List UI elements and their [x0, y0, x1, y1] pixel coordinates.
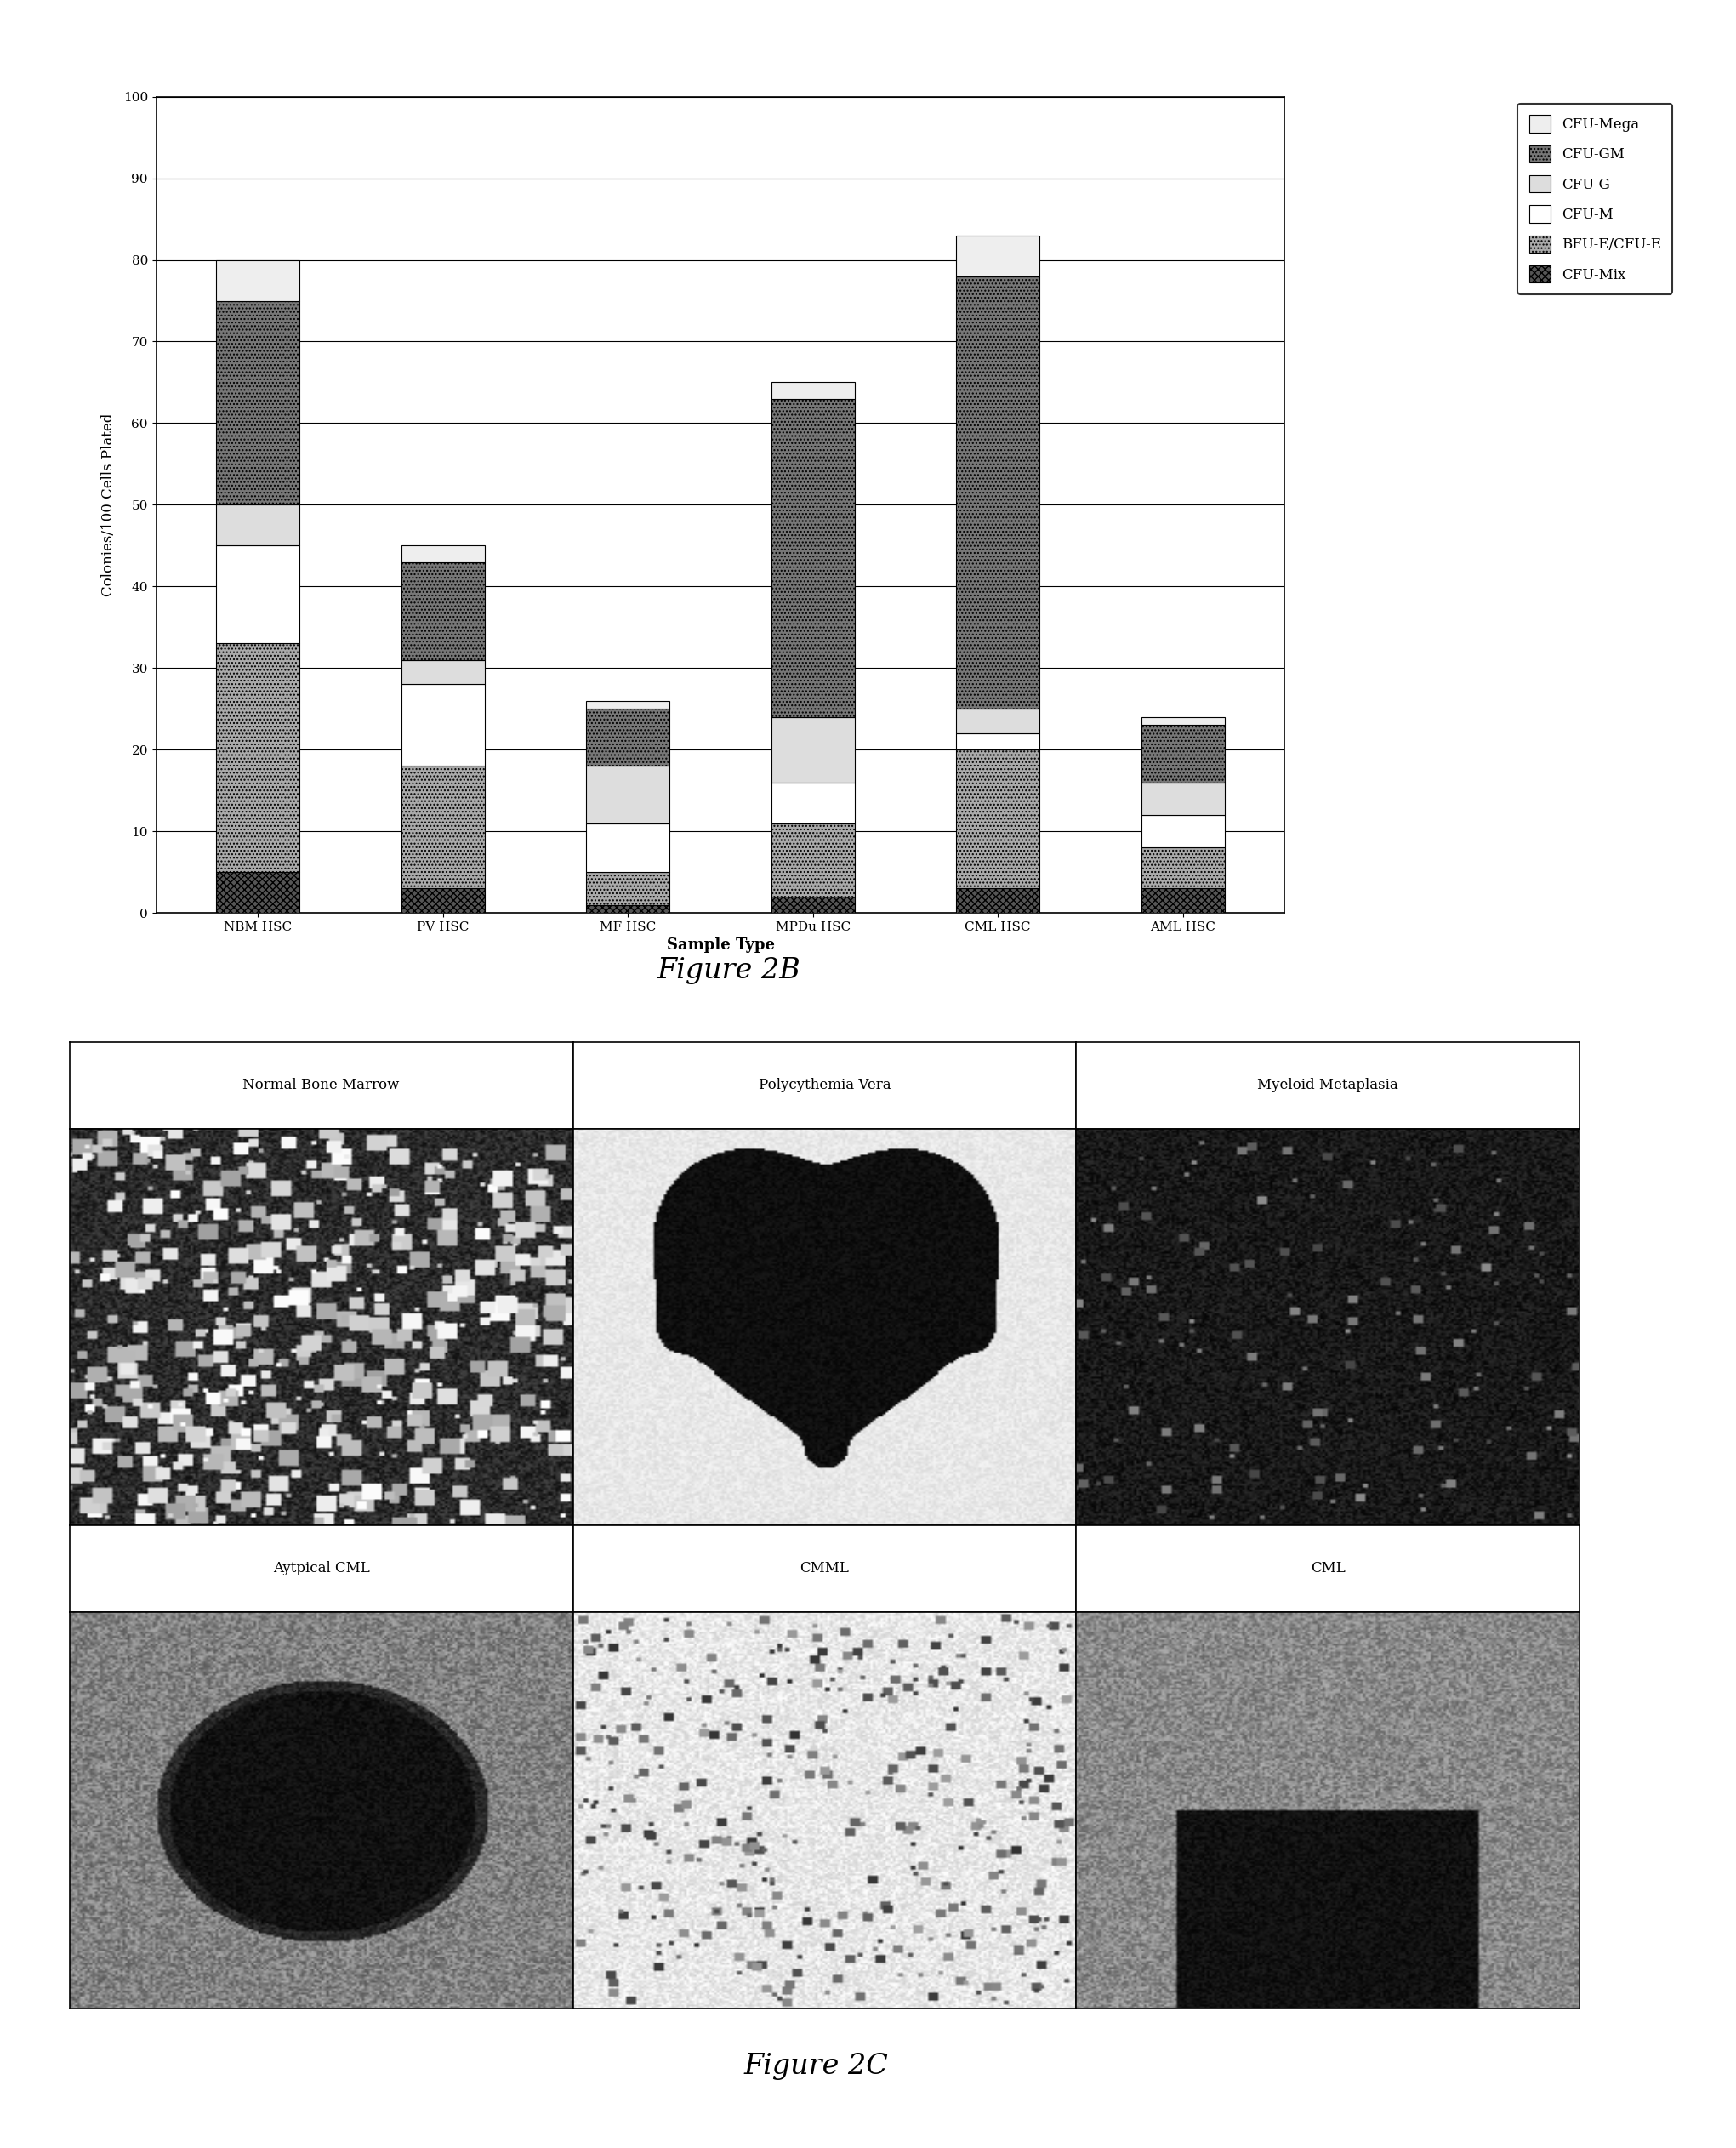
Bar	[217, 546, 300, 644]
Bar	[771, 717, 854, 782]
Bar	[771, 782, 854, 823]
Bar	[217, 505, 300, 546]
Bar	[1141, 889, 1224, 913]
Bar	[1141, 782, 1224, 814]
Bar	[401, 659, 484, 685]
Text: Aytpical CML: Aytpical CML	[273, 1562, 370, 1577]
Bar	[217, 260, 300, 301]
Text: CML: CML	[1311, 1562, 1345, 1577]
Bar	[401, 889, 484, 913]
Bar	[401, 685, 484, 767]
Bar	[957, 709, 1040, 732]
Text: Figure 2B: Figure 2B	[658, 958, 800, 984]
Bar	[217, 644, 300, 872]
Bar	[587, 709, 670, 767]
Bar	[217, 301, 300, 505]
Bar	[771, 400, 854, 717]
Text: CMML: CMML	[800, 1562, 849, 1577]
Bar	[401, 546, 484, 563]
Bar	[401, 563, 484, 659]
Bar	[771, 382, 854, 400]
Y-axis label: Colonies/100 Cells Plated: Colonies/100 Cells Plated	[101, 412, 116, 597]
Text: Figure 2C: Figure 2C	[743, 2053, 889, 2079]
Bar	[217, 872, 300, 913]
Bar	[957, 750, 1040, 889]
Bar	[957, 732, 1040, 750]
X-axis label: Sample Type: Sample Type	[667, 939, 774, 954]
Bar	[1141, 726, 1224, 782]
Bar	[957, 236, 1040, 277]
Bar	[771, 823, 854, 896]
Text: Normal Bone Marrow: Normal Bone Marrow	[243, 1078, 399, 1093]
Bar	[1141, 814, 1224, 848]
Bar	[957, 277, 1040, 709]
Bar	[587, 700, 670, 709]
Bar	[401, 767, 484, 889]
Bar	[1141, 717, 1224, 726]
Legend: CFU-Mega, CFU-GM, CFU-G, CFU-M, BFU-E/CFU-E, CFU-Mix: CFU-Mega, CFU-GM, CFU-G, CFU-M, BFU-E/CF…	[1517, 103, 1672, 294]
Bar	[771, 896, 854, 913]
Bar	[957, 889, 1040, 913]
Bar	[587, 904, 670, 913]
Text: Myeloid Metaplasia: Myeloid Metaplasia	[1257, 1078, 1399, 1093]
Text: Polycythemia Vera: Polycythemia Vera	[759, 1078, 891, 1093]
Bar	[587, 872, 670, 904]
Bar	[1141, 848, 1224, 889]
Bar	[587, 823, 670, 872]
Bar	[587, 767, 670, 823]
